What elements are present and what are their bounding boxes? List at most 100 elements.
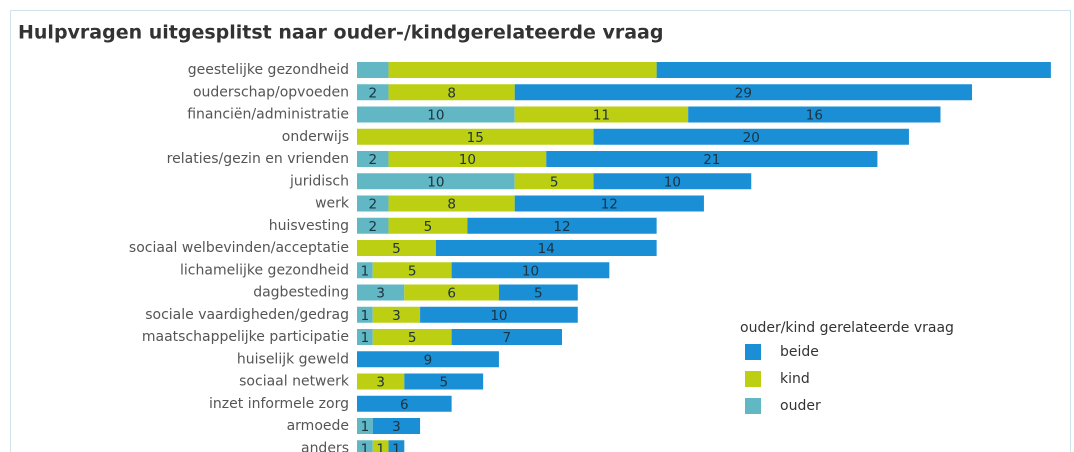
bar-segment <box>357 418 373 434</box>
data-label: 2 <box>368 219 377 235</box>
bar-segment <box>656 62 1051 78</box>
data-label: 9 <box>424 352 433 368</box>
bar-segment <box>498 284 578 301</box>
bar-segment <box>357 195 389 212</box>
data-label: 3 <box>376 286 385 302</box>
bar-segment <box>435 240 657 256</box>
data-label: 1 <box>392 441 401 452</box>
category-label: relaties/gezin en vrienden <box>167 151 349 167</box>
data-label: 3 <box>392 308 401 324</box>
data-label: 3 <box>392 419 401 435</box>
category-label: inzet informele zorg <box>209 396 349 412</box>
bar-segment <box>357 106 515 123</box>
bar-segment <box>357 151 389 167</box>
bar-segment <box>357 373 405 390</box>
data-label: 2 <box>368 152 377 168</box>
data-label: 2 <box>368 85 377 101</box>
data-label: 10 <box>664 174 681 190</box>
bar-segment <box>688 106 941 123</box>
category-label: juridisch <box>289 173 349 189</box>
chart-title: Hulpvragen uitgesplitst naar ouder-/kind… <box>18 22 663 44</box>
data-label: 1 <box>376 441 385 452</box>
data-label: 5 <box>439 375 448 391</box>
data-label: 21 <box>703 152 720 168</box>
data-label: 1 <box>361 263 370 279</box>
category-label: maatschappelijke participatie <box>142 329 349 345</box>
data-label: 2 <box>368 197 377 213</box>
data-label: 1 <box>361 308 370 324</box>
bar-segment <box>357 329 373 345</box>
bar-segment <box>357 128 594 145</box>
bar-segment <box>357 395 452 412</box>
bar-segment <box>388 217 468 234</box>
bar-segment <box>357 306 373 323</box>
data-label: 6 <box>400 397 409 413</box>
category-label: armoede <box>287 418 349 434</box>
bar-segment <box>357 262 373 279</box>
category-label: financiën/administratie <box>187 107 349 123</box>
bar-segment <box>357 351 499 368</box>
bar-segment <box>357 284 405 301</box>
data-label: 3 <box>376 375 385 391</box>
legend-swatch <box>745 344 761 360</box>
data-label: 16 <box>806 108 823 124</box>
bar-segment <box>357 240 436 256</box>
bar-segment <box>404 373 484 390</box>
data-label: 5 <box>550 174 559 190</box>
data-label: 12 <box>601 197 618 213</box>
data-label: 10 <box>459 152 476 168</box>
data-label: 8 <box>447 197 456 213</box>
bar-segment <box>514 173 594 190</box>
bar-segment <box>357 62 389 78</box>
data-label: 14 <box>538 241 555 257</box>
data-label: 20 <box>743 130 760 146</box>
legend-label: beide <box>780 344 819 360</box>
bar-segment <box>388 84 515 101</box>
data-label: 1 <box>361 419 370 435</box>
data-label: 10 <box>427 108 444 124</box>
data-label: 15 <box>467 130 484 146</box>
bar-segment <box>404 284 499 301</box>
bar-segment <box>451 262 610 279</box>
bar-segment <box>388 440 405 452</box>
data-label: 29 <box>735 85 752 101</box>
data-label: 10 <box>522 263 539 279</box>
bar-segment <box>388 151 547 167</box>
bar-segment <box>372 418 421 434</box>
data-label: 10 <box>427 174 444 190</box>
data-label: 5 <box>408 330 417 346</box>
legend-title: ouder/kind gerelateerde vraag <box>740 320 954 336</box>
category-label: anders <box>301 440 349 452</box>
data-label: 5 <box>424 219 433 235</box>
data-label: 6 <box>447 286 456 302</box>
data-label: 5 <box>534 286 543 302</box>
category-label: geestelijke gezondheid <box>188 62 349 78</box>
legend-swatch <box>745 398 761 414</box>
bar-segment <box>388 62 657 78</box>
data-label: 8 <box>447 85 456 101</box>
bar-segment <box>388 195 515 212</box>
bar-segment <box>357 173 515 190</box>
legend-swatch <box>745 371 761 387</box>
bar-segment <box>357 217 389 234</box>
bar-segment <box>372 262 452 279</box>
bar-segment <box>546 151 878 167</box>
bar-segment <box>467 217 657 234</box>
data-label: 1 <box>361 441 370 452</box>
category-label: werk <box>315 196 350 212</box>
bar-segment <box>420 306 578 323</box>
bar-segment <box>372 329 452 345</box>
bar-segment <box>593 173 752 190</box>
bar-segment <box>372 440 389 452</box>
category-label: sociaal netwerk <box>239 374 350 390</box>
bar-segment <box>357 84 389 101</box>
legend-label: ouder <box>780 398 821 414</box>
data-label: 5 <box>408 263 417 279</box>
bar-segment <box>593 128 909 145</box>
category-label: huiselijk geweld <box>237 351 349 367</box>
bar-segment <box>357 440 373 452</box>
data-label: 5 <box>392 241 401 257</box>
chart-frame <box>10 10 1071 452</box>
data-label: 7 <box>503 330 512 346</box>
